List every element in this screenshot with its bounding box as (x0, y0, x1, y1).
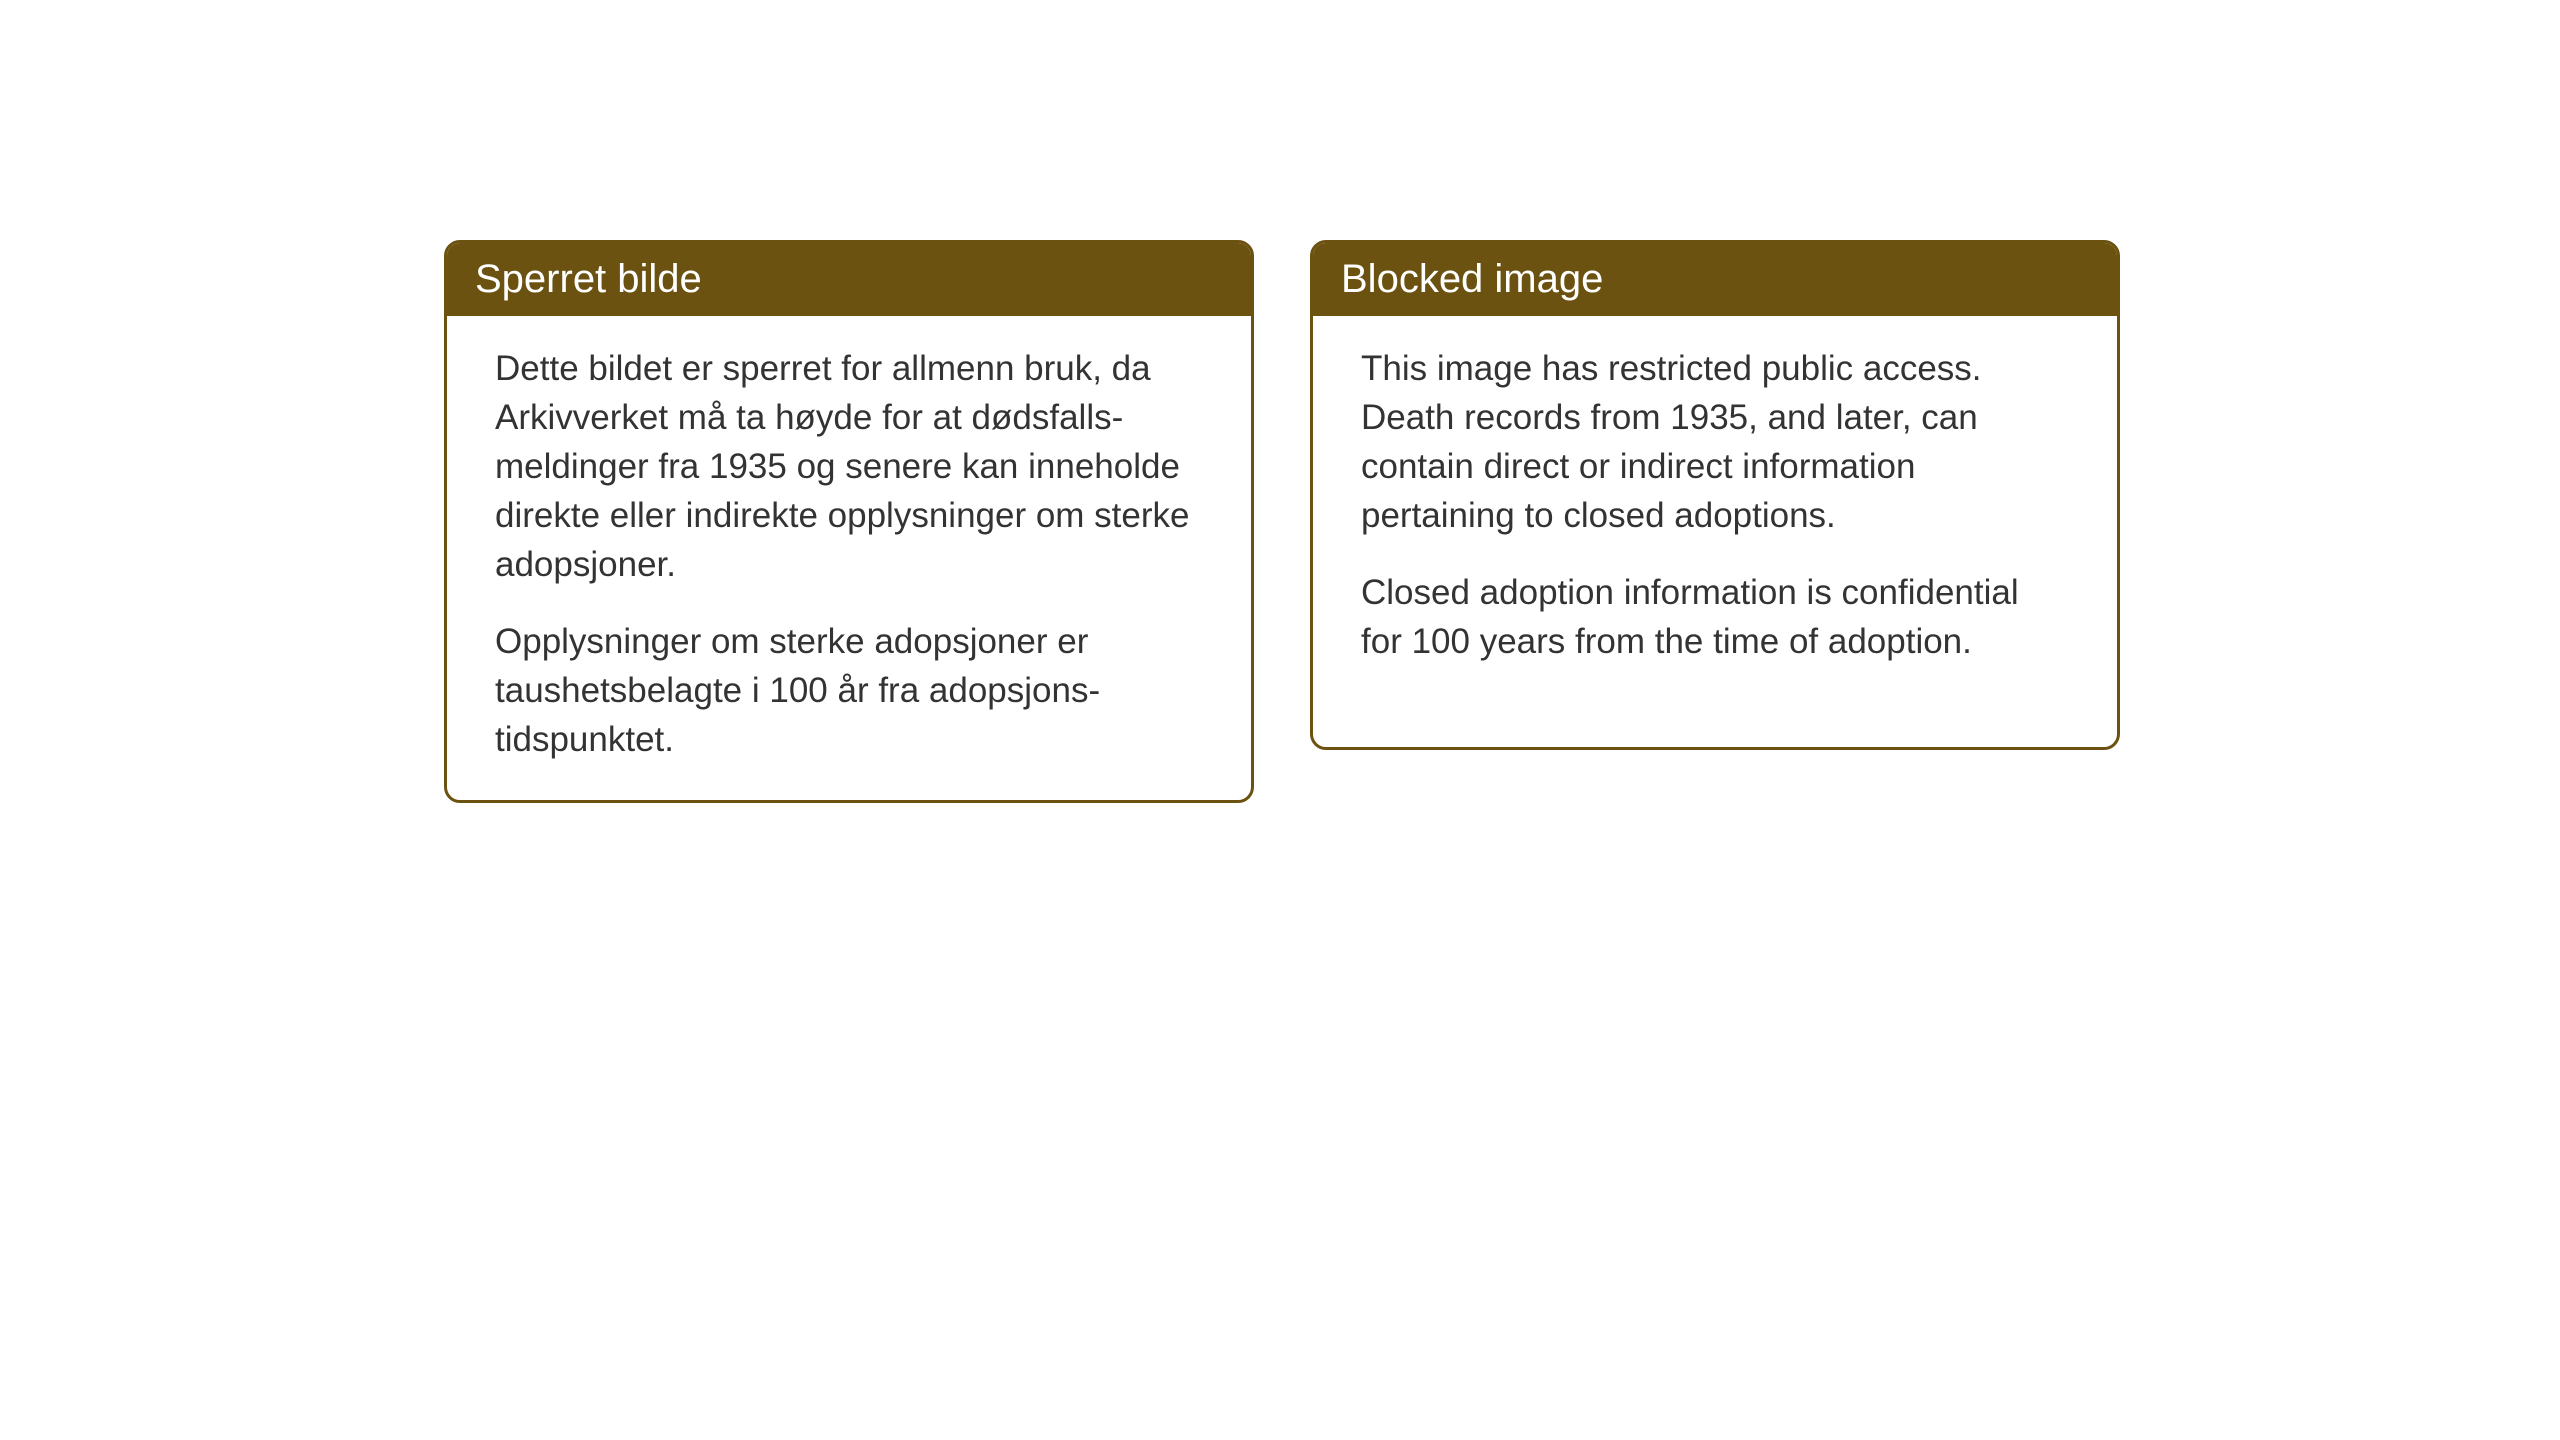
notice-container: Sperret bilde Dette bildet er sperret fo… (444, 240, 2120, 803)
notice-card-norwegian: Sperret bilde Dette bildet er sperret fo… (444, 240, 1254, 803)
card-paragraph-2-english: Closed adoption information is confident… (1361, 568, 2069, 666)
card-paragraph-1-english: This image has restricted public access.… (1361, 344, 2069, 540)
card-body-english: This image has restricted public access.… (1313, 316, 2117, 702)
card-header-english: Blocked image (1313, 243, 2117, 316)
card-header-norwegian: Sperret bilde (447, 243, 1251, 316)
card-paragraph-1-norwegian: Dette bildet er sperret for allmenn bruk… (495, 344, 1203, 589)
card-body-norwegian: Dette bildet er sperret for allmenn bruk… (447, 316, 1251, 800)
card-paragraph-2-norwegian: Opplysninger om sterke adopsjoner er tau… (495, 617, 1203, 764)
notice-card-english: Blocked image This image has restricted … (1310, 240, 2120, 750)
